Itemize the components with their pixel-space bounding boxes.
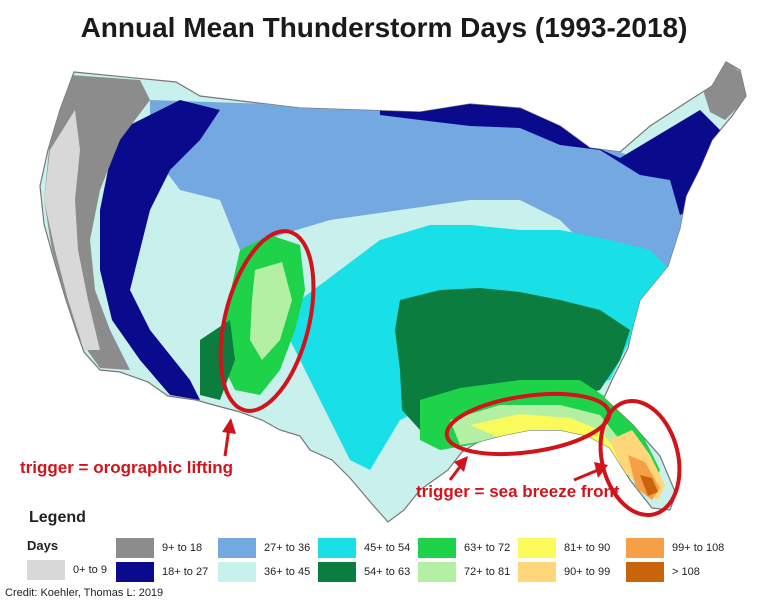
legend-item-99-108: 99+ to 108 — [626, 538, 724, 558]
legend-item-72-81: 72+ to 81 — [418, 562, 510, 582]
legend-label: > 108 — [672, 566, 700, 578]
legend-item-81-90: 81+ to 90 — [518, 538, 610, 558]
zone-0-9-west — [44, 110, 100, 350]
legend-swatch — [518, 538, 556, 558]
legend-label: 18+ to 27 — [162, 566, 209, 578]
legend-label: 99+ to 108 — [672, 542, 725, 554]
gulf-coast-arrow — [448, 456, 468, 481]
legend-swatch — [218, 562, 256, 582]
legend-swatch — [518, 562, 556, 582]
legend-swatch — [218, 538, 256, 558]
legend-item-90-99: 90+ to 99 — [518, 562, 610, 582]
legend-swatch — [318, 562, 356, 582]
orographic-arrow — [222, 418, 236, 457]
legend-item-9-18: 9+ to 18 — [116, 538, 202, 558]
credit-text: Credit: Koehler, Thomas L: 2019 — [5, 587, 164, 599]
legend-swatch — [318, 538, 356, 558]
legend-item-36-45: 36+ to 45 — [218, 562, 310, 582]
sea-breeze-label: trigger = sea breeze front — [416, 482, 620, 501]
legend-label: 90+ to 99 — [564, 566, 611, 578]
legend-label: 81+ to 90 — [564, 542, 611, 554]
florida-arrow — [573, 462, 608, 482]
legend-item-108-plus: > 108 — [626, 562, 700, 582]
legend-title: Legend — [29, 509, 86, 526]
legend-swatch — [626, 538, 664, 558]
legend-days-label: Days — [27, 538, 59, 553]
legend-swatch — [418, 538, 456, 558]
zone-27-36-north — [150, 100, 700, 300]
zone-18-27-west — [100, 100, 220, 400]
zone-72-81-southwest — [250, 262, 292, 360]
legend-label: 63+ to 72 — [464, 542, 511, 554]
zone-108-plus — [640, 475, 658, 496]
legend-item-18-27: 18+ to 27 — [116, 562, 208, 582]
legend-swatch — [418, 562, 456, 582]
map-title: Annual Mean Thunderstorm Days (1993-2018… — [80, 12, 688, 43]
legend-swatch — [27, 560, 65, 580]
legend-item-63-72: 63+ to 72 — [418, 538, 510, 558]
legend-item-54-63: 54+ to 63 — [318, 562, 410, 582]
legend-label: 36+ to 45 — [264, 566, 311, 578]
legend-item-0-9: 0+ to 9 — [27, 560, 107, 580]
legend-swatch — [116, 538, 154, 558]
legend-label: 9+ to 18 — [162, 542, 203, 554]
legend-label: 72+ to 81 — [464, 566, 511, 578]
legend-label: 27+ to 36 — [264, 542, 311, 554]
legend-label: 45+ to 54 — [364, 542, 411, 554]
legend-item-45-54: 45+ to 54 — [318, 538, 410, 558]
legend-item-27-36: 27+ to 36 — [218, 538, 310, 558]
orographic-oval — [218, 229, 316, 413]
zone-54-63-southwest — [200, 320, 235, 400]
legend-swatch — [116, 562, 154, 582]
legend-label: 54+ to 63 — [364, 566, 411, 578]
orographic-label: trigger = orographic lifting — [20, 458, 233, 477]
legend-swatch — [626, 562, 664, 582]
legend-label: 0+ to 9 — [73, 564, 107, 576]
